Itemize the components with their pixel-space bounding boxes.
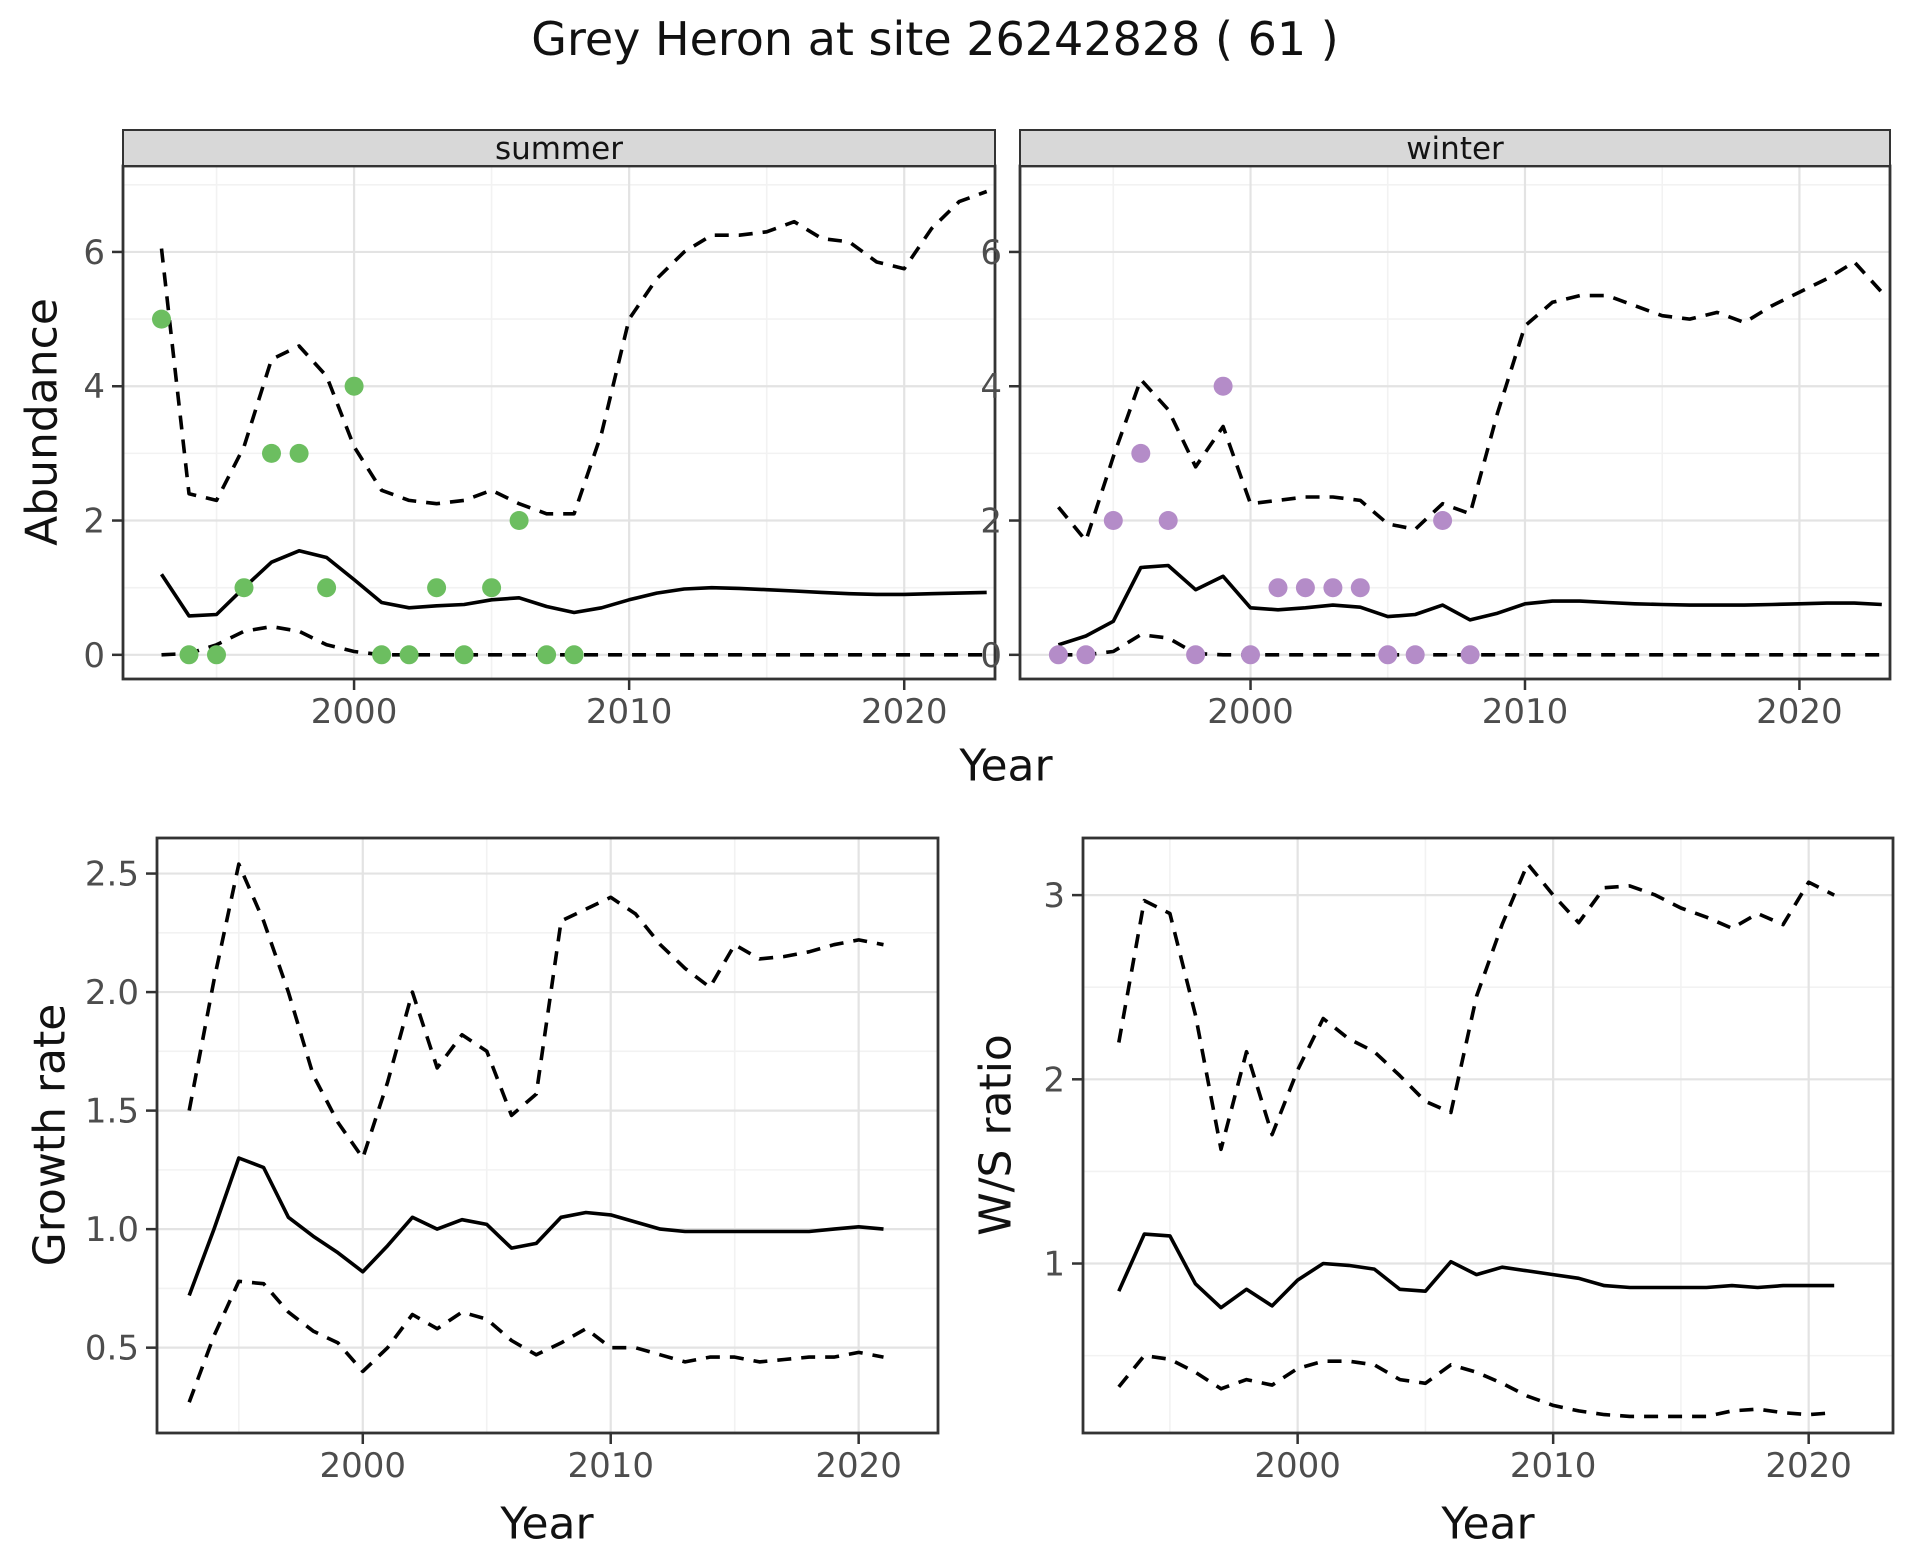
x-tick-label: 2020 <box>815 1446 902 1486</box>
observed-point <box>1076 645 1096 665</box>
y-tick-label: 0 <box>980 636 1002 676</box>
observed-point <box>1295 578 1315 598</box>
y-tick-label: 1.5 <box>85 1092 139 1132</box>
observed-point <box>1131 443 1151 463</box>
observed-point <box>1350 578 1370 598</box>
observed-point <box>1213 376 1233 396</box>
y-tick-label: 1 <box>1043 1245 1065 1285</box>
observed-point <box>1268 578 1288 598</box>
observed-point <box>482 578 502 598</box>
observed-point <box>1405 645 1425 665</box>
observed-point <box>1460 645 1480 665</box>
observed-point <box>1433 511 1453 530</box>
upper-95ci-line <box>1117 862 1836 1152</box>
y-tick-label: 2 <box>980 502 1002 542</box>
upper-95ci-line <box>1057 260 1884 543</box>
observed-point <box>179 645 199 665</box>
y-tick-label: 0.5 <box>85 1329 139 1369</box>
y-tick-label: 6 <box>83 233 105 273</box>
observed-point <box>509 511 529 530</box>
median-line <box>187 1156 884 1297</box>
x-axis-title-growth-rate: Year <box>500 1498 594 1550</box>
facet-strip-label-winter: winter <box>1406 131 1504 167</box>
observed-point <box>1323 578 1343 598</box>
y-tick-label: 6 <box>980 233 1002 273</box>
y-axis-title-ws-ratio: W/S ratio <box>970 1034 1022 1236</box>
observed-point <box>1241 645 1260 665</box>
y-axis-title-abundance: Abundance <box>16 298 68 546</box>
observed-point <box>454 645 474 665</box>
observed-point <box>207 645 226 665</box>
observed-point <box>1378 645 1398 665</box>
y-tick-label: 4 <box>980 367 1002 407</box>
observed-point <box>1158 511 1178 530</box>
observed-point <box>1048 645 1068 665</box>
y-tick-label: 2 <box>1043 1060 1065 1100</box>
observed-point <box>537 645 557 665</box>
median-line <box>159 549 987 618</box>
observed-point <box>289 443 309 463</box>
y-tick-label: 2.0 <box>85 973 139 1013</box>
panel-border <box>1081 836 1895 1435</box>
observed-point <box>234 578 254 598</box>
y-tick-label: 4 <box>83 367 105 407</box>
page-title: Grey Heron at site 26242828 ( 61 ) <box>531 12 1339 66</box>
y-tick-label: 1.0 <box>85 1210 139 1250</box>
y-tick-label: 3 <box>1043 876 1065 916</box>
x-tick-label: 2000 <box>1207 692 1294 732</box>
x-tick-label: 2020 <box>1765 1446 1852 1486</box>
observed-point <box>262 443 281 463</box>
upper-95ci-line <box>159 189 988 516</box>
y-axis-title-growth-rate: Growth rate <box>24 1003 76 1267</box>
facet-strip <box>122 129 996 167</box>
observed-point <box>372 645 392 665</box>
panel-border <box>1018 164 1892 681</box>
y-tick-label: 2.5 <box>85 855 139 895</box>
median-line <box>1117 1232 1835 1310</box>
observed-point <box>564 645 584 665</box>
facet-strip <box>1019 129 1891 167</box>
y-tick-label: 2 <box>83 502 105 542</box>
observed-point <box>344 376 364 396</box>
observed-point <box>317 578 337 598</box>
x-tick-label: 2000 <box>320 1446 407 1486</box>
lower-95ci-line <box>161 624 987 657</box>
observed-point <box>1186 645 1206 665</box>
lower-95ci-line <box>187 1279 884 1403</box>
facet-strip-label-summer: summer <box>494 131 624 167</box>
x-tick-label: 2000 <box>1254 1446 1341 1486</box>
panel-border <box>121 164 997 681</box>
x-tick-label: 2020 <box>861 692 948 732</box>
x-tick-label: 2020 <box>1756 692 1843 732</box>
lower-95ci-line <box>1117 1353 1835 1419</box>
x-tick-label: 2010 <box>586 692 673 732</box>
x-tick-label: 2000 <box>311 692 398 732</box>
x-axis-title-top: Year <box>959 740 1053 792</box>
observed-point <box>1103 511 1123 530</box>
x-axis-title-ws-ratio: Year <box>1441 1498 1535 1550</box>
observed-point <box>399 645 419 665</box>
observed-point <box>427 578 447 598</box>
panel-border <box>155 836 940 1435</box>
x-tick-label: 2010 <box>567 1446 654 1486</box>
y-tick-label: 0 <box>83 636 105 676</box>
observed-point <box>152 309 171 329</box>
x-tick-label: 2010 <box>1510 1446 1597 1486</box>
median-line <box>1057 563 1882 647</box>
upper-95ci-line <box>187 862 884 1160</box>
x-tick-label: 2010 <box>1482 692 1569 732</box>
